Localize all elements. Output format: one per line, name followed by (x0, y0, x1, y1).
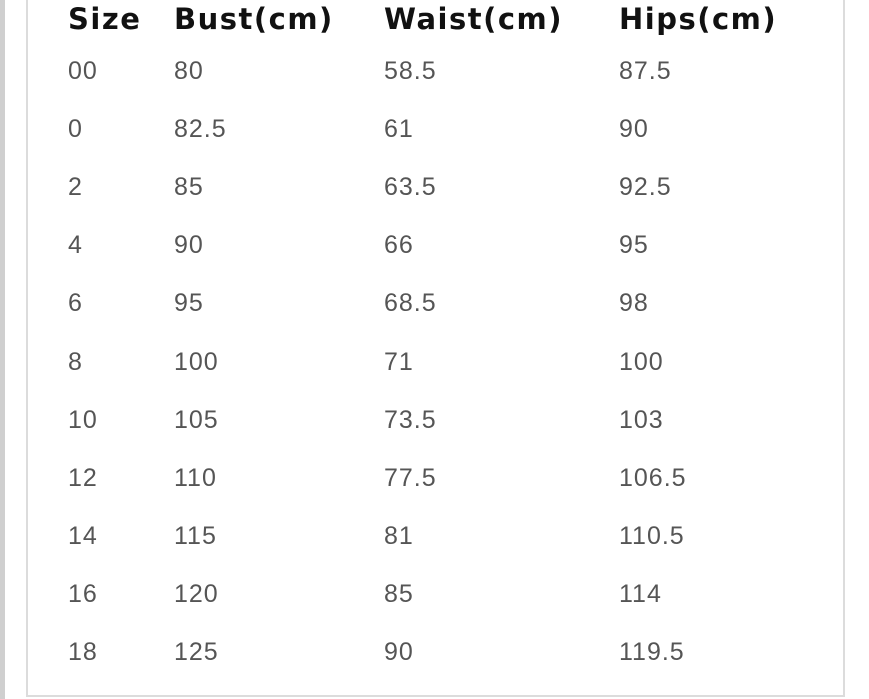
table-cell: 100 (174, 347, 219, 376)
table-cell: 00 (68, 57, 98, 85)
table-cell: 85 (384, 579, 414, 608)
column-header: Waist(cm) (384, 2, 564, 36)
table-cell: 114 (619, 579, 662, 608)
table-cell: 77.5 (384, 463, 437, 492)
table-cell: 8 (68, 347, 83, 376)
table-cell: 14 (68, 521, 98, 550)
table-cell: 125 (174, 638, 219, 666)
column-header: Size (68, 2, 142, 36)
table-cell: 119.5 (619, 638, 685, 666)
table-cell: 58.5 (384, 57, 437, 85)
table-cell: 82.5 (174, 115, 227, 144)
table-row: 6 95 68.5 98 (0, 289, 869, 329)
table-cell: 87.5 (619, 57, 672, 85)
table-cell: 6 (68, 289, 83, 318)
table-cell: 106.5 (619, 463, 687, 492)
table-cell: 95 (619, 231, 649, 260)
table-row: 16 120 85 114 (0, 580, 869, 620)
table-cell: 71 (384, 347, 414, 376)
table-cell: 115 (174, 521, 217, 550)
table-cell: 110.5 (619, 521, 685, 550)
column-header: Bust(cm) (174, 2, 334, 36)
table-row: 14 115 81 110.5 (0, 522, 869, 562)
table-cell: 61 (384, 115, 414, 144)
table-row: 10 105 73.5 103 (0, 406, 869, 446)
table-row: 00 80 58.5 87.5 (0, 57, 869, 97)
table-cell: 73.5 (384, 405, 437, 434)
table-row: 12 110 77.5 106.5 (0, 464, 869, 504)
table-header-row: Size Bust(cm) Waist(cm) Hips(cm) (0, 2, 869, 42)
table-cell: 90 (384, 638, 414, 666)
table-cell: 16 (68, 579, 98, 608)
table-row: 2 85 63.5 92.5 (0, 173, 869, 213)
table-row: 4 90 66 95 (0, 231, 869, 271)
table-cell: 66 (384, 231, 414, 260)
table-cell: 10 (68, 405, 98, 434)
table-cell: 4 (68, 231, 83, 260)
left-edge-divider (0, 0, 5, 699)
table-cell: 103 (619, 405, 664, 434)
table-cell: 12 (68, 463, 98, 492)
table-cell: 92.5 (619, 173, 672, 202)
table-cell: 90 (174, 231, 204, 260)
table-row: 0 82.5 61 90 (0, 115, 869, 155)
table-row: 18 125 90 119.5 (0, 638, 869, 678)
table-cell: 90 (619, 115, 649, 144)
table-cell: 110 (174, 463, 217, 492)
table-cell: 98 (619, 289, 649, 318)
table-cell: 63.5 (384, 173, 437, 202)
table-cell: 105 (174, 405, 219, 434)
table-cell: 95 (174, 289, 204, 318)
table-cell: 0 (68, 115, 83, 144)
table-cell: 68.5 (384, 289, 437, 318)
table-cell: 81 (384, 521, 414, 550)
table-row: 8 100 71 100 (0, 348, 869, 388)
table-cell: 18 (68, 638, 98, 666)
table-cell: 2 (68, 173, 83, 202)
table-cell: 80 (174, 57, 204, 85)
table-cell: 85 (174, 173, 204, 202)
table-cell: 120 (174, 579, 219, 608)
table-frame (26, 0, 845, 697)
table-cell: 100 (619, 347, 664, 376)
column-header: Hips(cm) (619, 2, 778, 36)
